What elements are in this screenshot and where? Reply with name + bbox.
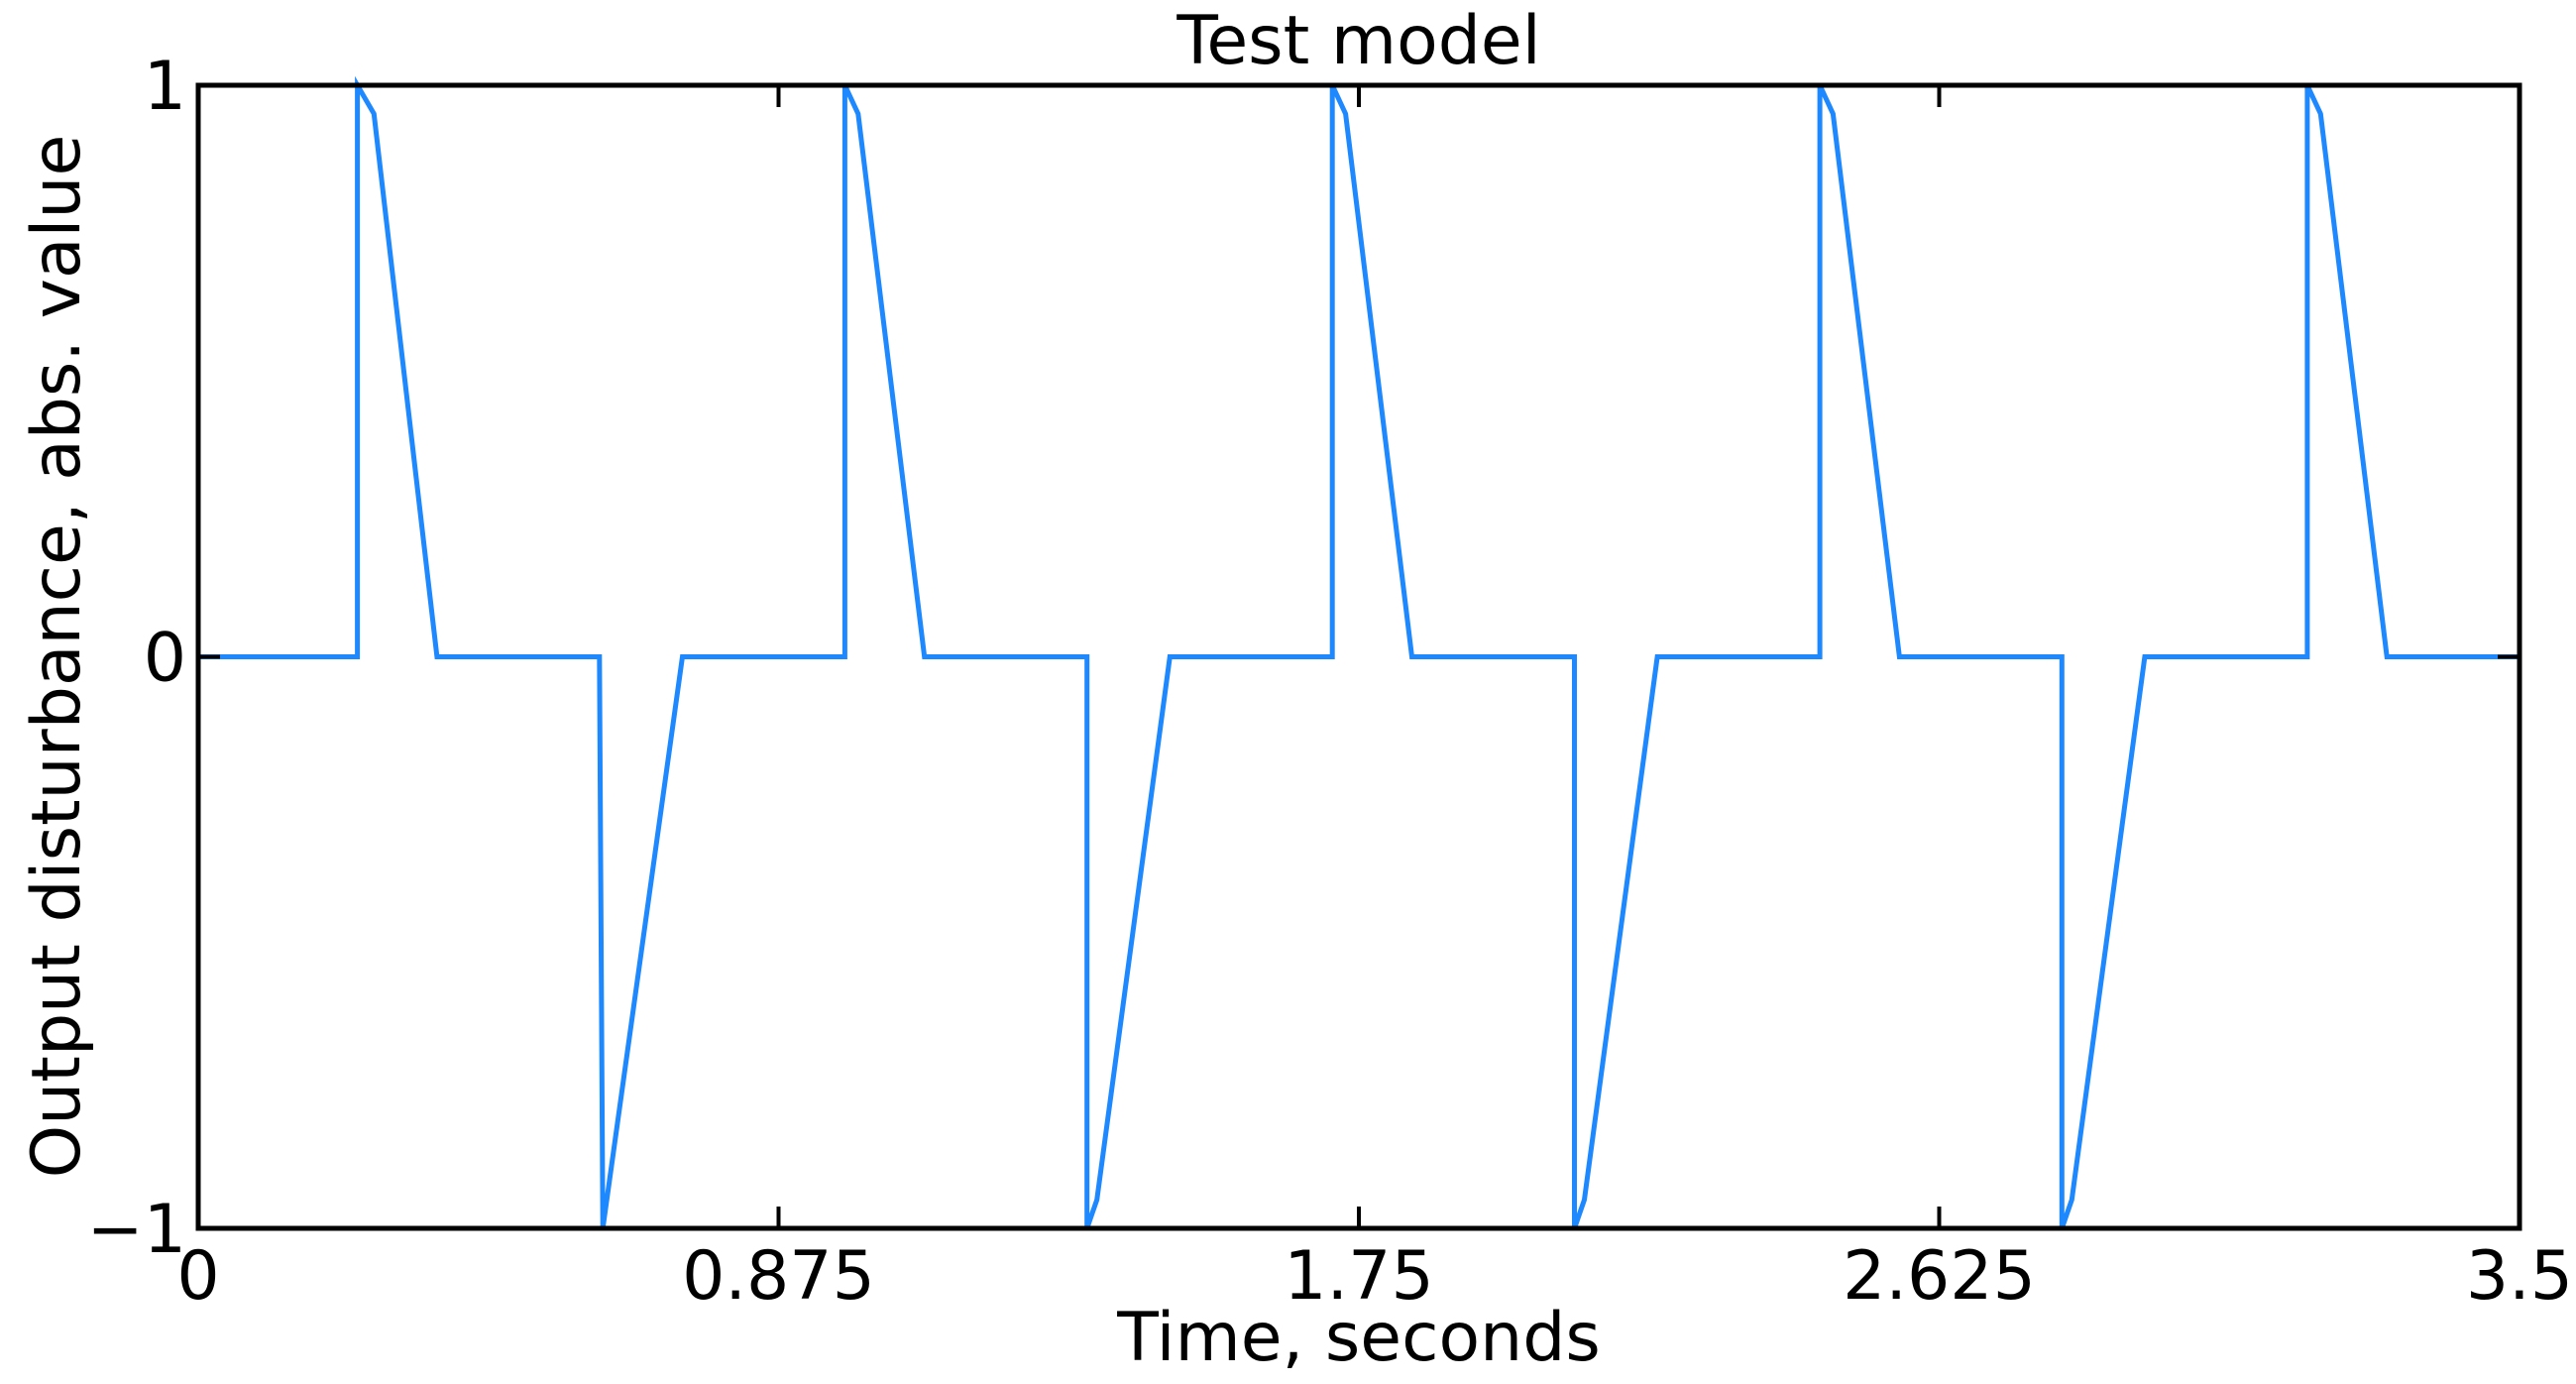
tick-labels-layer: 0 0.875 1.75 2.625 3.5−101 xyxy=(87,48,2573,1316)
x-tick-label-1: 0.875 xyxy=(682,1237,875,1316)
x-axis-label: Time, seconds xyxy=(1116,1299,1601,1377)
y-tick-label-2: 1 xyxy=(144,48,186,126)
x-tick-label-2: 1.75 xyxy=(1284,1237,1433,1316)
x-tick-label-4: 3.5 xyxy=(2466,1237,2573,1316)
y-tick-label-1: 0 xyxy=(144,620,186,698)
y-tick-label-0: −1 xyxy=(87,1191,186,1269)
chart-title: Test model xyxy=(1176,2,1540,80)
x-tick-label-0: 0 xyxy=(176,1237,219,1316)
x-tick-label-3: 2.625 xyxy=(1843,1237,2036,1316)
y-axis-label: Output disturbance, abs. value xyxy=(18,135,96,1179)
plot-frame xyxy=(195,82,2522,1231)
